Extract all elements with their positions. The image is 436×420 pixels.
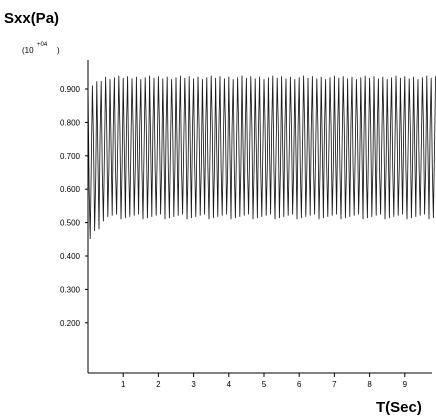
x-tick-label: 8 xyxy=(367,380,372,389)
x-tick-label: 4 xyxy=(227,380,232,389)
y-scale-exponent: +04 xyxy=(37,42,48,48)
y-tick-label: 0.200 xyxy=(60,319,81,328)
x-tick-label: 7 xyxy=(332,380,337,389)
y-tick-label: 0.900 xyxy=(60,85,81,94)
x-tick-label: 2 xyxy=(156,380,161,389)
y-scale-base: (10 xyxy=(22,46,34,55)
y-tick-label: 0.700 xyxy=(60,152,81,161)
y-tick-label: 0.300 xyxy=(60,285,81,294)
y-tick-label: 0.500 xyxy=(60,219,81,228)
x-tick-label: 9 xyxy=(403,380,408,389)
x-tick-label: 5 xyxy=(262,380,267,389)
x-axis-label: T(Sec) xyxy=(376,399,422,416)
series-line-0 xyxy=(87,75,436,240)
y-tick-label: 0.400 xyxy=(60,252,81,261)
y-scale-close: ) xyxy=(57,46,60,55)
y-axis-label: Sxx(Pa) xyxy=(4,10,59,27)
series-layer xyxy=(87,75,436,240)
tick-layer: 0.200 0.300 0.400 0.500 0.600 0.700 0.800 0.900… xyxy=(60,85,408,389)
x-tick-label: 6 xyxy=(297,380,302,389)
x-tick-label: 3 xyxy=(191,380,196,389)
y-scale-factor: (10 +04 ) xyxy=(22,42,60,55)
y-tick-label: 0.800 xyxy=(60,118,81,127)
x-tick-label: 1 xyxy=(121,380,126,389)
y-tick-label: 0.600 xyxy=(60,185,81,194)
